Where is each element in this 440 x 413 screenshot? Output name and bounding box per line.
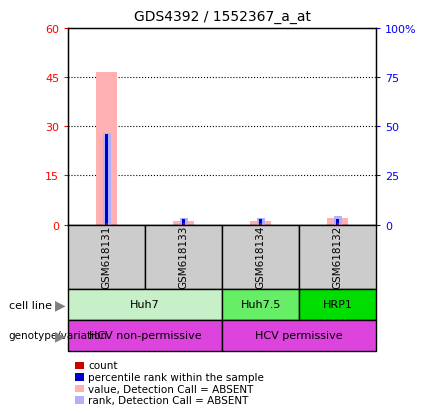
Bar [183,224,185,225]
Text: rank, Detection Call = ABSENT: rank, Detection Call = ABSENT [88,395,248,405]
Bar [259,219,262,225]
Bar [68,225,145,289]
Bar [337,224,339,225]
Bar [103,133,110,225]
Text: Huh7: Huh7 [130,299,160,310]
Bar [336,219,339,225]
Text: genotype/variation: genotype/variation [9,330,108,340]
Text: GSM618132: GSM618132 [333,225,343,289]
Bar [106,224,108,225]
Text: ▶: ▶ [55,328,65,342]
Text: GSM618131: GSM618131 [102,225,112,289]
Bar [96,73,117,225]
Text: HRP1: HRP1 [323,299,352,310]
Bar [173,221,194,225]
Text: GSM618133: GSM618133 [179,225,189,289]
Bar [68,289,222,320]
Bar [257,218,264,225]
Bar [222,225,299,289]
Bar [299,225,376,289]
Bar [145,225,222,289]
Text: GSM618134: GSM618134 [256,225,266,289]
Bar [68,320,222,351]
Bar [222,289,299,320]
Title: GDS4392 / 1552367_a_at: GDS4392 / 1552367_a_at [134,10,311,24]
Text: count: count [88,361,117,370]
Bar [260,224,262,225]
Text: HCV permissive: HCV permissive [255,330,343,341]
Text: cell line: cell line [9,300,52,310]
Bar [105,135,108,225]
Bar [299,289,376,320]
Text: percentile rank within the sample: percentile rank within the sample [88,372,264,382]
Bar [327,218,348,225]
Bar [222,320,376,351]
Text: Huh7.5: Huh7.5 [241,299,281,310]
Bar [180,218,187,225]
Bar [250,221,271,225]
Text: value, Detection Call = ABSENT: value, Detection Call = ABSENT [88,384,253,394]
Text: HCV non-permissive: HCV non-permissive [89,330,202,341]
Bar [334,217,341,225]
Text: ▶: ▶ [55,298,65,312]
Bar [182,219,185,225]
